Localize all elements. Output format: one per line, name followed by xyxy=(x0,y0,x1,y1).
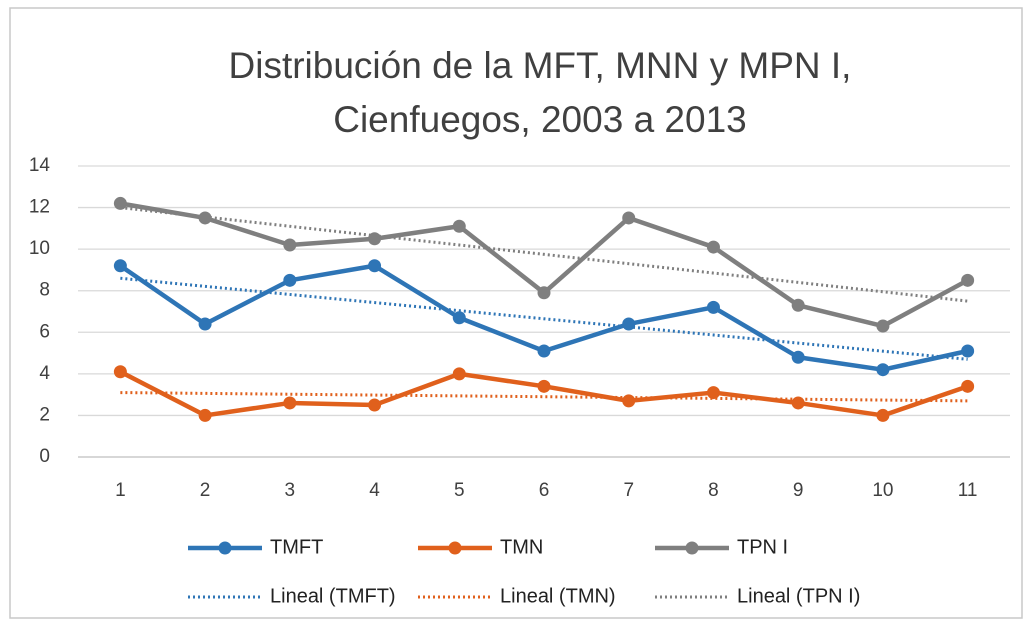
point xyxy=(113,259,127,273)
point xyxy=(791,298,805,312)
legend-label: TMFT xyxy=(270,536,323,558)
x-tick-label: 11 xyxy=(958,480,978,501)
point xyxy=(961,344,975,358)
y-tick-label: 2 xyxy=(39,404,50,425)
point xyxy=(283,238,297,252)
y-tick-label: 0 xyxy=(39,446,50,467)
point xyxy=(537,286,551,300)
point xyxy=(622,317,636,331)
point xyxy=(283,273,297,287)
trendline xyxy=(120,391,968,403)
point xyxy=(198,408,212,422)
point xyxy=(706,240,720,254)
point xyxy=(283,396,297,410)
y-tick-label: 12 xyxy=(29,197,50,218)
x-tick-label: 5 xyxy=(454,480,465,501)
x-tick-label: 4 xyxy=(369,480,380,501)
point xyxy=(876,363,890,377)
legend-swatch xyxy=(218,541,232,555)
y-tick-label: 14 xyxy=(29,155,51,176)
y-tick-label: 8 xyxy=(39,280,50,301)
point xyxy=(452,311,466,325)
point xyxy=(622,211,636,225)
legend-label: Lineal (TMN) xyxy=(500,585,616,607)
point xyxy=(622,394,636,408)
chart-title: Distribución de la MFT, MNN y MPN I, xyxy=(229,45,852,86)
point xyxy=(791,350,805,364)
point xyxy=(706,300,720,314)
legend-label: TMN xyxy=(500,536,543,558)
trendline xyxy=(120,206,968,303)
point xyxy=(537,344,551,358)
point xyxy=(537,379,551,393)
point xyxy=(198,317,212,331)
x-tick-label: 6 xyxy=(539,480,550,501)
point xyxy=(961,273,975,287)
point xyxy=(706,386,720,400)
point xyxy=(368,398,382,412)
legend-label: Lineal (TPN I) xyxy=(737,585,860,607)
point xyxy=(368,259,382,273)
x-tick-label: 9 xyxy=(793,480,804,501)
x-tick-label: 7 xyxy=(623,480,634,501)
point xyxy=(876,319,890,333)
x-tick-label: 3 xyxy=(285,480,296,501)
point xyxy=(113,196,127,210)
point xyxy=(961,379,975,393)
y-tick-label: 10 xyxy=(29,238,50,259)
chart-frame xyxy=(9,7,1023,619)
x-tick-label: 10 xyxy=(872,480,893,501)
x-tick-label: 2 xyxy=(200,480,211,501)
point xyxy=(198,211,212,225)
point xyxy=(368,232,382,246)
point xyxy=(452,219,466,233)
point xyxy=(452,367,466,381)
point xyxy=(876,408,890,422)
legend-label: Lineal (TMFT) xyxy=(270,585,396,607)
x-tick-label: 1 xyxy=(115,480,126,501)
y-tick-label: 6 xyxy=(39,321,50,342)
trendline xyxy=(120,276,968,361)
legend-label: TPN I xyxy=(737,536,788,558)
y-tick-label: 4 xyxy=(39,363,50,384)
chart-title: Cienfuegos, 2003 a 2013 xyxy=(333,99,747,140)
point xyxy=(791,396,805,410)
point xyxy=(113,365,127,379)
x-tick-label: 8 xyxy=(708,480,719,501)
legend-swatch xyxy=(448,541,462,555)
legend-swatch xyxy=(685,541,699,555)
